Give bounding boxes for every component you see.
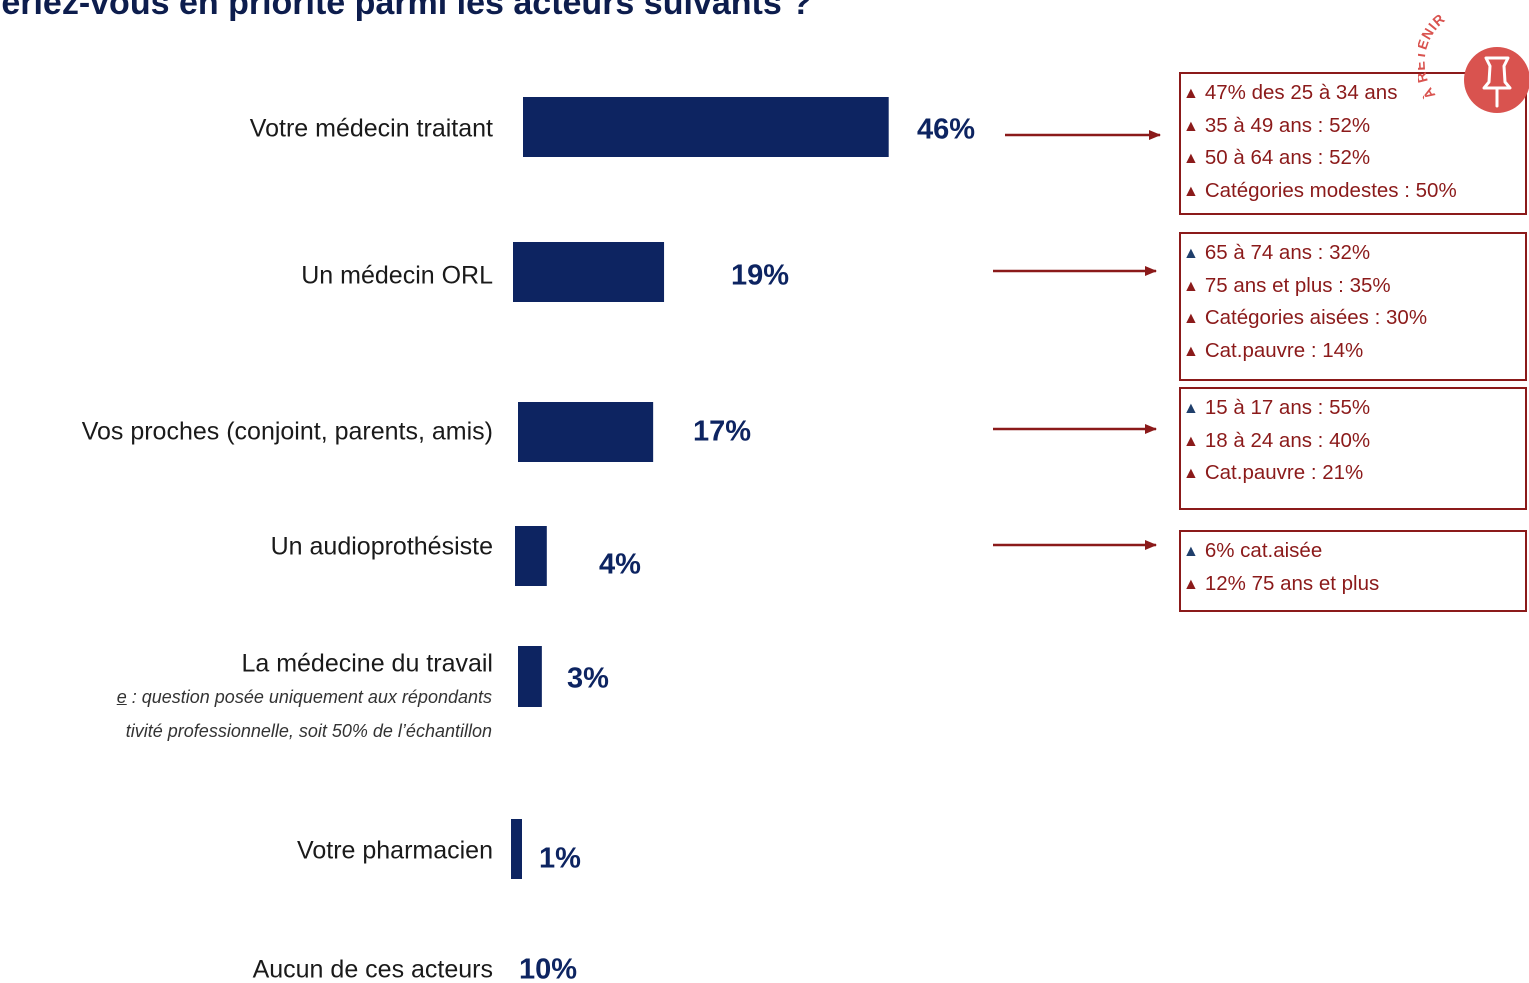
callout-item: ▲ 15 à 17 ans : 55% (1183, 392, 1525, 425)
chart-title: feriez-vous en priorité parmi les acteur… (0, 0, 812, 22)
callout-item-text: 15 à 17 ans : 55% (1204, 396, 1371, 419)
callout-item: ▲ 18 à 24 ans : 40% (1183, 425, 1525, 458)
callout-item-text: 18 à 24 ans : 40% (1204, 428, 1371, 452)
callout-item: ▲ Catégories aisées : 30% (1183, 302, 1525, 335)
chart-footnote-line2: tivité professionnelle, soit 50% de l’éc… (125, 721, 492, 741)
svg-text:À RETENIR: À RETENIR (1418, 10, 1448, 102)
bar (518, 646, 542, 707)
category-label: La médecine du travail (241, 650, 493, 678)
triangle-up-icon: ▲ (1183, 182, 1199, 200)
callout-item: ▲ 6% cat.aisée (1183, 535, 1525, 568)
callout-item: ▲ 75 ans et plus : 35% (1183, 270, 1525, 303)
callout-box: ▲ 65 à 74 ans : 32% ▲ 75 ans et plus : 35% ▲… (1179, 232, 1527, 381)
value-label: 3% (567, 663, 609, 695)
note-underlined-text: e (116, 687, 127, 707)
callout-item: ▲ 47% des 25 à 34 ans (1183, 77, 1525, 110)
bar (523, 97, 889, 157)
value-label: 1% (539, 843, 581, 875)
value-label: 17% (693, 416, 751, 448)
triangle-up-icon: ▲ (1183, 117, 1199, 135)
callout-item: ▲ 35 à 49 ans : 52% (1183, 110, 1525, 143)
callout-item: ▲ Cat.pauvre : 14% (1183, 335, 1525, 368)
value-label: 19% (731, 260, 789, 292)
note-line1-text: : question posée uniquement aux répondan… (126, 687, 492, 707)
callout-item: ▲ 65 à 74 ans : 32% (1183, 237, 1525, 270)
callout-box: ▲ 6% cat.aisée ▲ 12% 75 ans et plus (1179, 530, 1527, 612)
callout-box: ▲ 15 à 17 ans : 55% ▲ 18 à 24 ans : 40% ▲ Cat… (1179, 387, 1527, 510)
triangle-up-icon: ▲ (1183, 575, 1199, 593)
bar (511, 819, 522, 879)
category-label: Votre médecin traitant (250, 115, 493, 143)
callout-item-text: 75 ans et plus : 35% (1204, 273, 1391, 297)
value-label: 10% (519, 954, 577, 983)
callout-item-text: Catégories aisées : 30% (1204, 306, 1428, 329)
triangle-up-icon: ▲ (1183, 310, 1199, 327)
value-label: 4% (599, 549, 641, 581)
category-label: Aucun de ces acteurs (253, 956, 493, 983)
badge-text: À RETENIR (1418, 10, 1447, 102)
callout-item-text: Catégories modestes : 50% (1204, 178, 1457, 202)
pushpin-icon (1482, 56, 1512, 108)
callout-item: ▲ Cat.pauvre : 21% (1183, 457, 1525, 490)
callout-item: ▲ 12% 75 ans et plus (1183, 568, 1525, 601)
triangle-up-icon: ▲ (1183, 277, 1199, 295)
callout-item-text: Cat.pauvre : 14% (1204, 338, 1364, 362)
callout-item: ▲ Catégories modestes : 50% (1183, 175, 1525, 208)
triangle-up-icon: ▲ (1183, 465, 1199, 482)
callout-item-text: Cat.pauvre : 21% (1204, 461, 1364, 484)
triangle-up-icon: ▲ (1183, 342, 1199, 360)
callout-item-text: 6% cat.aisée (1204, 539, 1323, 562)
bar (515, 526, 547, 586)
category-label: Vos proches (conjoint, parents, amis) (82, 418, 493, 446)
category-label: Un médecin ORL (301, 262, 493, 290)
triangle-up-icon: ▲ (1183, 85, 1199, 102)
category-label: Votre pharmacien (297, 837, 493, 865)
callout-item-text: 12% 75 ans et plus (1204, 571, 1380, 595)
callout-item-text: 47% des 25 à 34 ans (1204, 81, 1398, 104)
triangle-up-icon: ▲ (1183, 150, 1199, 167)
chart-footnote: e : question posée uniquement aux répond… (117, 687, 492, 708)
triangle-up-icon: ▲ (1183, 432, 1199, 450)
bar (518, 402, 654, 462)
triangle-up-icon: ▲ (1183, 400, 1199, 417)
triangle-up-icon: ▲ (1183, 245, 1199, 262)
category-label: Un audioprothésiste (271, 533, 493, 561)
bar (513, 242, 665, 302)
badge-circle (1464, 47, 1529, 113)
value-label: 46% (917, 114, 975, 146)
callout-item-text: 35 à 49 ans : 52% (1204, 113, 1371, 137)
callout-item: ▲ 50 à 64 ans : 52% (1183, 142, 1525, 175)
callout-item-text: 65 à 74 ans : 32% (1204, 241, 1371, 264)
triangle-up-icon: ▲ (1183, 543, 1199, 560)
callout-item-text: 50 à 64 ans : 52% (1204, 146, 1371, 169)
a-retenir-badge: À RETENIR (1418, 10, 1529, 113)
